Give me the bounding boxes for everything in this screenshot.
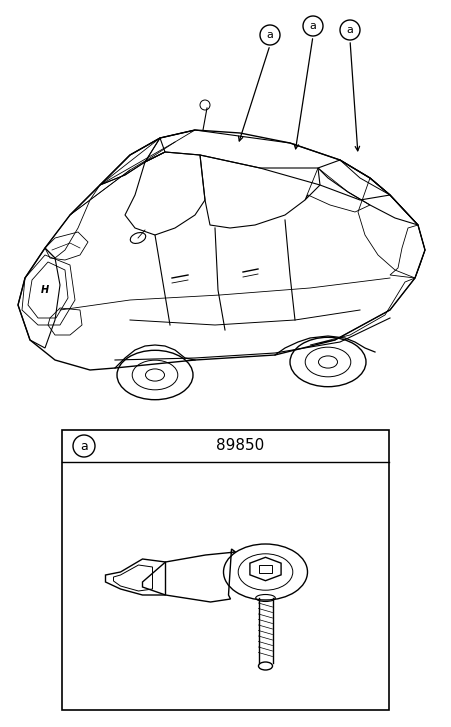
Bar [62,430,389,710]
Text: H: H [41,285,49,295]
Text: a: a [80,440,88,452]
Text: a: a [346,25,354,35]
Text: a: a [267,30,273,40]
Text: 89850: 89850 [216,438,265,454]
Text: a: a [309,21,317,31]
